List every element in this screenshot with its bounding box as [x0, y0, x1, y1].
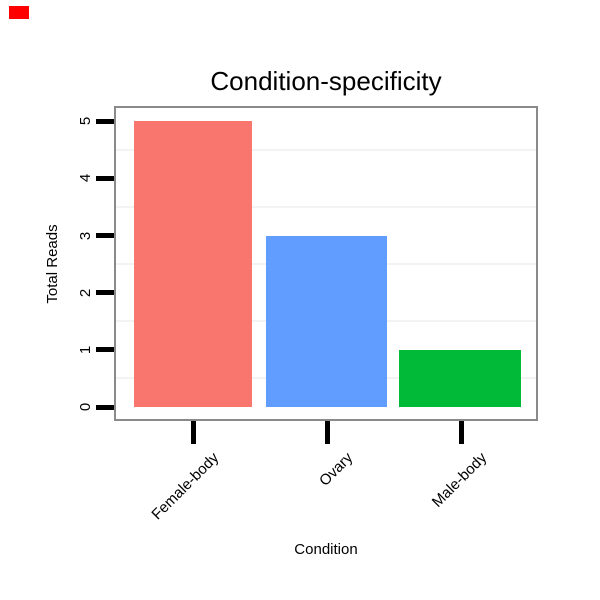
x-axis-tick-label: Female-body: [148, 449, 223, 524]
y-axis-tick: [96, 347, 114, 352]
y-axis-tick: [96, 233, 114, 238]
y-axis-tick-label: 2: [77, 288, 94, 298]
bar-female-body: [134, 121, 252, 407]
x-axis-tick: [191, 421, 196, 444]
minor-gridline: [116, 206, 536, 208]
bar-ovary: [266, 236, 387, 407]
chart-title: Condition-specificity: [210, 66, 442, 96]
y-axis-tick-label: 5: [77, 116, 94, 126]
y-axis-tick: [96, 290, 114, 295]
x-axis-tick: [325, 421, 330, 444]
y-axis-tick-label: 1: [77, 345, 94, 355]
x-axis-tick-label: Male-body: [428, 449, 491, 511]
x-axis-tick-label: Ovary: [315, 449, 357, 490]
y-axis-tick: [96, 119, 114, 124]
x-axis-title: Condition: [294, 541, 358, 558]
minor-gridline: [116, 149, 536, 151]
corner-marker-square: [9, 6, 29, 19]
bar-male-body: [399, 350, 521, 407]
x-axis-tick: [459, 421, 464, 444]
y-axis-title: Total Reads: [44, 224, 61, 304]
y-axis-tick: [96, 176, 114, 181]
y-axis-tick-label: 4: [77, 173, 94, 183]
y-axis-tick-label: 3: [77, 231, 94, 241]
y-axis-tick: [96, 405, 114, 410]
y-axis-tick-label: 0: [77, 402, 94, 412]
